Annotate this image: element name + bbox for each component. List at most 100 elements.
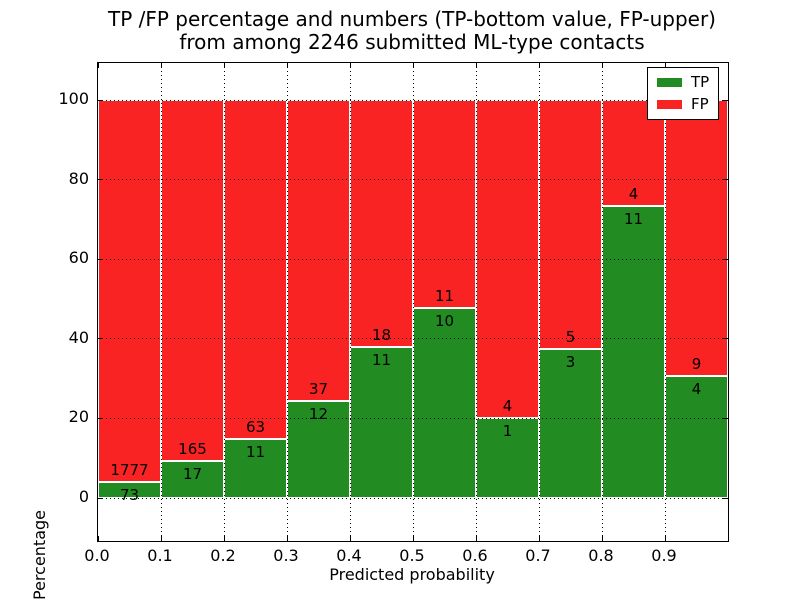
bar-tp-segment [665,375,728,498]
x-tick-label: 0.6 [462,546,488,565]
x-tick-label: 0.0 [84,546,110,565]
bar-fp-segment [161,100,224,461]
x-tick-mark [160,536,162,541]
y-tick-mark [98,258,103,260]
y-tick-mark [723,338,728,340]
x-tick-mark [475,536,477,541]
x-tick-label: 0.8 [588,546,614,565]
x-tick-mark [286,536,288,541]
bar-fp-segment [539,100,602,349]
x-tick-mark [223,63,225,68]
vertical-gridline [349,63,351,541]
legend-label-fp: FP [691,95,709,113]
x-tick-label: 0.1 [147,546,173,565]
tp-count-label: 11 [623,210,644,229]
fp-count-label: 63 [245,417,266,436]
x-tick-mark [601,63,603,68]
x-tick-mark [727,63,729,68]
tp-count-label: 1 [502,422,513,441]
x-tick-mark [349,63,351,68]
x-tick-label: 0.9 [651,546,677,565]
x-tick-mark [412,536,414,541]
x-tick-mark [727,536,729,541]
legend-entry-tp: TP [657,75,709,90]
fp-count-label: 165 [178,439,207,458]
legend-entry-fp: FP [657,97,709,112]
tp-count-label: 73 [119,486,140,505]
x-tick-mark [160,63,162,68]
fp-count-label: 5 [565,327,576,346]
bar-tp-segment [539,348,602,498]
x-tick-label: 0.7 [525,546,551,565]
x-tick-mark [223,536,225,541]
fp-count-label: 18 [371,326,392,345]
y-tick-mark [98,338,103,340]
x-tick-label: 0.5 [399,546,425,565]
bar-fp-segment [224,100,287,439]
fp-count-label: 1777 [110,461,149,480]
vertical-gridline [160,63,162,541]
fp-count-label: 37 [308,379,329,398]
x-tick-mark [664,536,666,541]
x-tick-mark [538,63,540,68]
tp-color-swatch [657,78,682,87]
x-tick-mark [286,63,288,68]
bar-fp-segment [413,100,476,309]
bar-tp-segment [161,460,224,498]
x-axis-label: Predicted probability [329,565,495,584]
y-tick-mark [98,417,103,419]
chart-title-line2: from among 2246 submitted ML-type contac… [179,30,645,54]
bar-fp-segment [98,100,161,483]
x-tick-mark [97,536,99,541]
y-tick-mark [98,497,103,499]
tp-count-label: 4 [691,379,702,398]
x-tick-mark [538,536,540,541]
plot-area: TP FP 1777 73 165 17 63 11 37 12 18 11 11 10 4 1 5 3 4 11… [97,62,729,542]
x-tick-mark [349,536,351,541]
vertical-gridline [538,63,540,541]
y-tick-mark [723,497,728,499]
legend-label-tp: TP [691,73,710,91]
bar-fp-segment [287,100,350,401]
x-tick-label: 0.4 [336,546,362,565]
fp-count-label: 11 [434,287,455,306]
bar-tp-segment [224,438,287,498]
vertical-gridline [601,63,603,541]
legend: TP FP [647,67,720,120]
y-tick-mark [723,179,728,181]
x-tick-label: 0.3 [273,546,299,565]
y-tick-label: 40 [68,327,89,347]
fp-color-swatch [657,100,682,109]
bar-tp-segment [350,347,413,498]
fp-count-label: 4 [628,185,639,204]
x-tick-mark [97,63,99,68]
y-tick-mark [98,99,103,101]
y-tick-mark [98,179,103,181]
bar-tp-segment [602,206,665,498]
y-tick-label: 0 [78,487,89,506]
fp-count-label: 9 [691,354,702,373]
y-tick-mark [723,99,728,101]
y-tick-label: 20 [68,407,89,427]
chart-title-line1: TP /FP percentage and numbers (TP-bottom… [108,7,716,31]
y-tick-label: 60 [68,248,89,268]
bar-fp-segment [350,100,413,348]
vertical-gridline [664,63,666,541]
y-tick-mark [723,258,728,260]
x-tick-mark [412,63,414,68]
tp-count-label: 17 [182,464,203,483]
vertical-gridline [223,63,225,541]
tp-count-label: 3 [565,352,576,371]
vertical-gridline [286,63,288,541]
bar-tp-segment [476,418,539,498]
tp-count-label: 11 [371,351,392,370]
tp-count-label: 12 [308,404,329,423]
x-tick-mark [475,63,477,68]
tp-count-label: 10 [434,312,455,331]
y-tick-mark [723,417,728,419]
bar-tp-segment [287,400,350,498]
chart-title: TP /FP percentage and numbers (TP-bottom… [97,8,727,54]
vertical-gridline [475,63,477,541]
tp-count-label: 11 [245,442,266,461]
